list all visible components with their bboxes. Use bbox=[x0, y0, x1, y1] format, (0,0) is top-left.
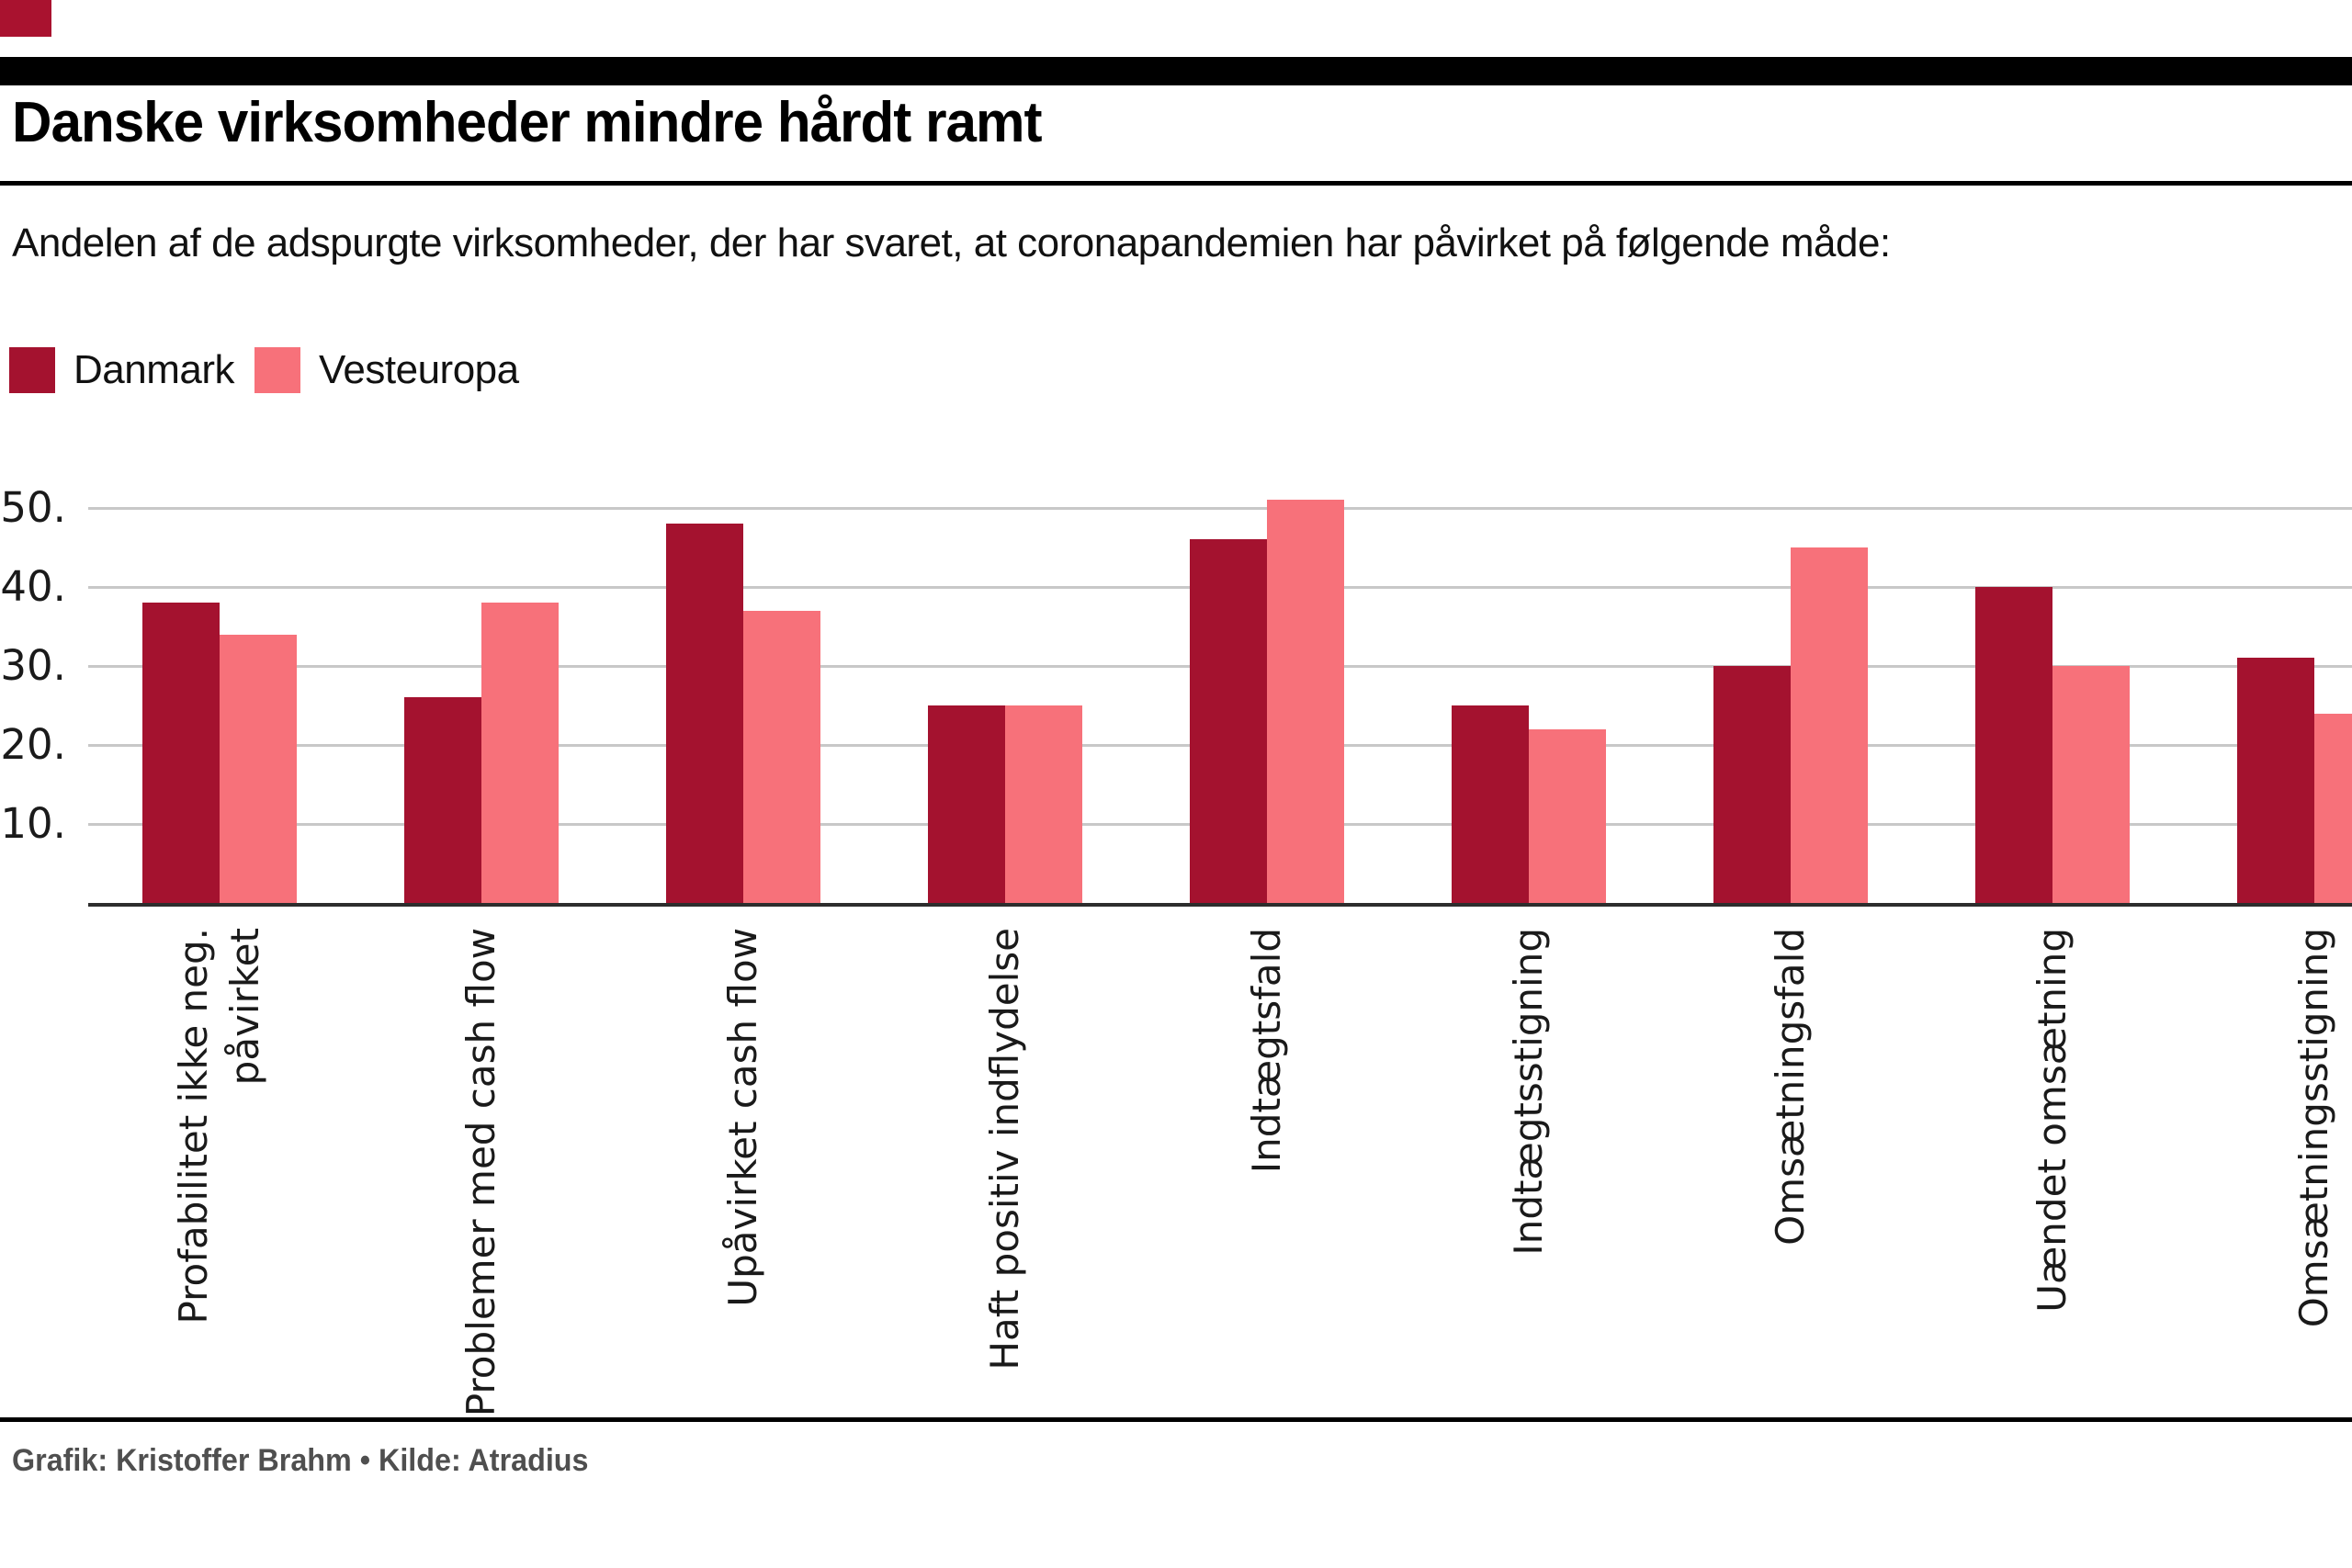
x-tick-label-5: Indtægtsfald bbox=[1241, 928, 1487, 1173]
bar-vesteuropa-6 bbox=[1529, 729, 1606, 903]
bar-danmark-3 bbox=[666, 524, 743, 903]
legend-item-vesteuropa: Vesteuropa bbox=[254, 347, 519, 393]
chart-legend: Danmark Vesteuropa bbox=[9, 347, 519, 393]
y-tick-label-10: 10. bbox=[0, 799, 66, 848]
x-tick-label-text: Uændet omsætning bbox=[2030, 928, 2075, 1313]
x-tick-label-text: Profabilitet ikke neg. påvirket bbox=[171, 928, 267, 1325]
bar-vesteuropa-2 bbox=[481, 603, 559, 903]
footer-separator bbox=[0, 1417, 2352, 1422]
bar-danmark-8 bbox=[1975, 587, 2052, 903]
corner-badge bbox=[0, 0, 51, 37]
x-tick-label-text: Haft positiv indflydelse bbox=[982, 928, 1027, 1371]
bar-vesteuropa-9 bbox=[2314, 714, 2352, 903]
title-separator bbox=[0, 181, 2352, 186]
legend-item-danmark: Danmark bbox=[9, 347, 235, 393]
page-subtitle: Andelen af de adspurgte virksomheder, de… bbox=[12, 220, 1891, 265]
bar-danmark-5 bbox=[1190, 539, 1267, 903]
bar-danmark-6 bbox=[1452, 705, 1529, 903]
bar-vesteuropa-7 bbox=[1791, 547, 1868, 903]
legend-swatch-vesteuropa bbox=[254, 347, 300, 393]
bar-danmark-4 bbox=[928, 705, 1005, 903]
x-tick-label-text: Upåvirket cash flow bbox=[720, 928, 765, 1307]
footer-credit: Grafik: Kristoffer Brahm • Kilde: Atradi… bbox=[12, 1443, 589, 1478]
legend-label: Danmark bbox=[74, 347, 235, 392]
bar-danmark-2 bbox=[404, 697, 481, 903]
legend-label: Vesteuropa bbox=[319, 347, 519, 392]
x-tick-label-9: Omsætningsstigning bbox=[2289, 928, 2352, 1327]
bar-vesteuropa-8 bbox=[2052, 666, 2130, 903]
y-tick-label-40: 40. bbox=[0, 562, 66, 611]
x-tick-label-text: Indtægtsstigning bbox=[1506, 928, 1551, 1256]
legend-swatch-danmark bbox=[9, 347, 55, 393]
bar-danmark-7 bbox=[1713, 666, 1791, 903]
y-tick-label-30: 30. bbox=[0, 641, 66, 690]
x-tick-label-text: Indtægtsfald bbox=[1244, 928, 1289, 1174]
bar-danmark-9 bbox=[2237, 658, 2314, 903]
x-tick-label-text: Omsætningsstigning bbox=[2291, 928, 2336, 1328]
x-tick-label-text: Omsætningsfald bbox=[1768, 928, 1813, 1246]
x-tick-label-text: Problemer med cash flow bbox=[458, 928, 503, 1417]
gridline-50 bbox=[88, 506, 2352, 510]
page-title: Danske virksomheder mindre hårdt ramt bbox=[12, 91, 1043, 154]
bar-vesteuropa-5 bbox=[1267, 500, 1344, 903]
bar-danmark-1 bbox=[142, 603, 220, 903]
top-bar bbox=[0, 57, 2352, 85]
x-axis-line bbox=[88, 903, 2352, 907]
y-tick-label-20: 20. bbox=[0, 720, 66, 769]
bar-vesteuropa-1 bbox=[220, 635, 297, 903]
y-tick-label-50: 50. bbox=[0, 483, 66, 532]
bar-vesteuropa-3 bbox=[743, 611, 820, 903]
bar-vesteuropa-4 bbox=[1005, 705, 1082, 903]
